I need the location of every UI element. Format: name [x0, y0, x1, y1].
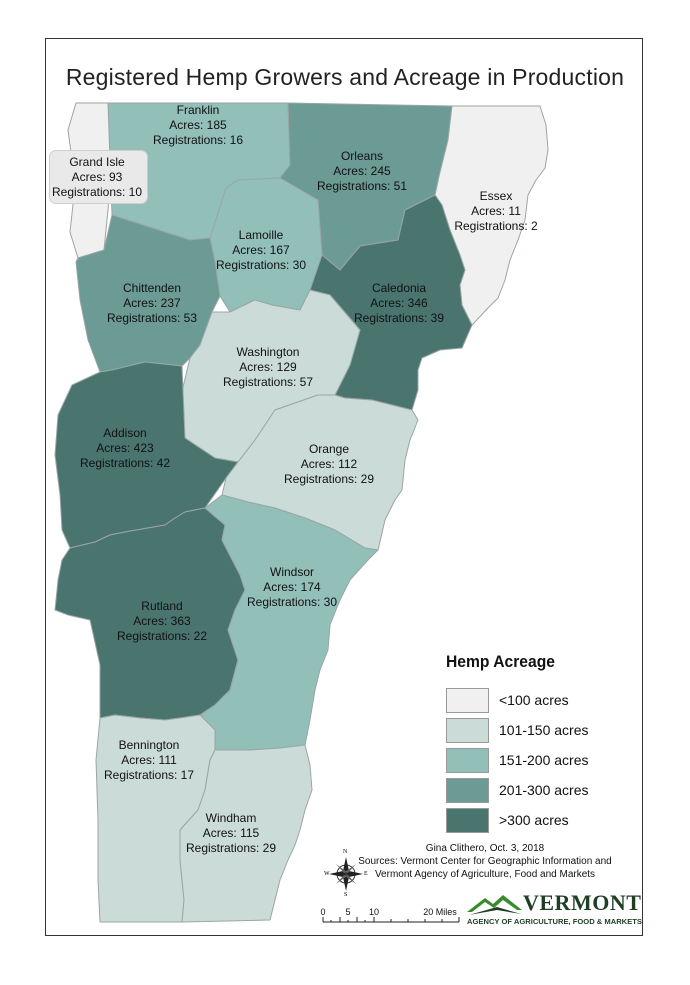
legend-swatch — [446, 777, 489, 803]
label-addison: Addison Acres: 423 Registrations: 42 — [79, 426, 171, 470]
label-bennington: Bennington Acres: 111 Registrations: 17 — [103, 738, 195, 782]
compass-rose-icon — [329, 857, 363, 891]
label-caledonia: Caledonia Acres: 346 Registrations: 39 — [353, 281, 445, 325]
scale-tick-10: 10 — [368, 907, 380, 917]
grand-isle-callout-box — [49, 150, 148, 204]
legend-swatch — [446, 807, 489, 833]
scale-bar — [322, 917, 460, 923]
logo-subtitle: AGENCY OF AGRICULTURE, FOOD & MARKETS — [467, 917, 642, 926]
legend-item: 101-150 acres — [446, 717, 589, 743]
legend-item: 201-300 acres — [446, 777, 589, 803]
legend-swatch — [446, 717, 489, 743]
legend-label: <100 acres — [499, 692, 569, 708]
legend-label: 101-150 acres — [499, 722, 589, 738]
credit-author: Gina Clithero, Oct. 3, 2018 — [425, 843, 545, 854]
label-washington: Washington Acres: 129 Registrations: 57 — [222, 345, 314, 389]
legend-label: 201-300 acres — [499, 782, 589, 798]
compass-e: E — [364, 871, 368, 877]
compass-n: N — [343, 849, 348, 855]
legend-item: 151-200 acres — [446, 747, 589, 773]
label-grand-isle: Grand Isle Acres: 93 Registrations: 10 — [51, 155, 143, 199]
label-orleans: Orleans Acres: 245 Registrations: 51 — [316, 149, 408, 193]
logo-wordmark: VERMONT — [523, 890, 642, 915]
compass-s: S — [344, 892, 348, 898]
scale-tick-5: 5 — [345, 907, 351, 917]
map-credits: Gina Clithero, Oct. 3, 2018 Sources: Ver… — [330, 842, 640, 881]
legend-item: <100 acres — [446, 687, 569, 713]
legend-label: 151-200 acres — [499, 752, 589, 768]
label-windham: Windham Acres: 115 Registrations: 29 — [185, 811, 277, 855]
label-rutland: Rutland Acres: 363 Registrations: 22 — [116, 599, 208, 643]
legend-label: >300 acres — [499, 812, 569, 828]
credit-source-1: Sources: Vermont Center for Geographic I… — [358, 856, 612, 867]
county-windham[interactable] — [179, 744, 313, 923]
label-franklin: Franklin Acres: 185 Registrations: 16 — [152, 103, 244, 147]
credit-source-2: Vermont Agency of Agriculture, Food and … — [374, 869, 596, 880]
label-lamoille: Lamoille Acres: 167 Registrations: 30 — [215, 228, 307, 272]
county-windsor[interactable] — [199, 494, 379, 751]
vermont-agency-logo: VERMONT AGENCY OF AGRICULTURE, FOOD & MA… — [465, 890, 642, 930]
label-orange: Orange Acres: 112 Registrations: 29 — [283, 442, 375, 486]
map-title: Registered Hemp Growers and Acreage in P… — [65, 64, 625, 90]
legend-swatch — [446, 747, 489, 773]
legend-swatch — [446, 687, 489, 713]
vermont-logo-mountains-icon — [467, 895, 522, 915]
scale-tick-20: 20 Miles — [423, 907, 457, 917]
scale-tick-0: 0 — [320, 907, 326, 917]
county-caledonia[interactable] — [309, 194, 473, 411]
legend-item: >300 acres — [446, 807, 569, 833]
compass-w: W — [324, 871, 330, 877]
county-orange[interactable] — [221, 394, 419, 551]
label-windsor: Windsor Acres: 174 Registrations: 30 — [246, 565, 338, 609]
legend-title: Hemp Acreage — [446, 652, 555, 671]
label-chittenden: Chittenden Acres: 237 Registrations: 53 — [106, 281, 198, 325]
label-essex: Essex Acres: 11 Registrations: 2 — [454, 189, 538, 233]
